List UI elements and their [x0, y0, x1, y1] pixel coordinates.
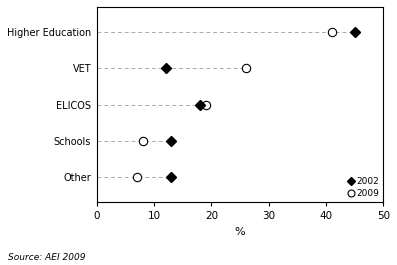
Text: Source: AEI 2009: Source: AEI 2009 — [8, 253, 85, 262]
Legend: 2002, 2009: 2002, 2009 — [348, 177, 379, 198]
X-axis label: %: % — [235, 227, 245, 237]
